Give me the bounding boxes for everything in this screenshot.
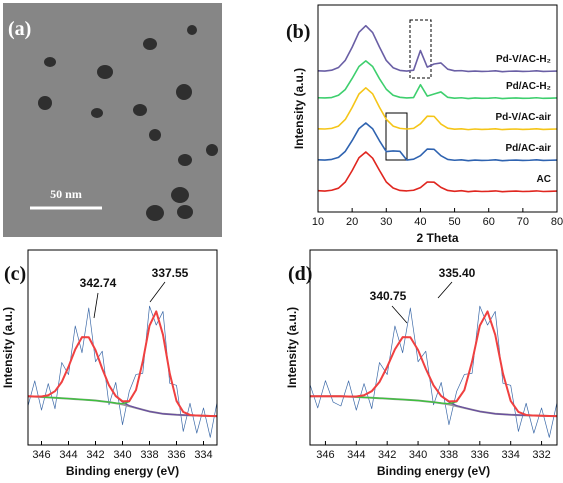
x-tick-label: 334	[194, 449, 212, 461]
x-tick-label: 346	[32, 449, 50, 461]
x-tick-label: 336	[471, 449, 489, 461]
scale-bar-label: 50 nm	[50, 187, 82, 201]
x-tick-label: 344	[347, 449, 365, 461]
series-line	[317, 24, 558, 73]
tem-image: (a) 50 nm	[3, 3, 222, 237]
particle	[176, 84, 192, 100]
particle	[146, 205, 164, 221]
particle	[171, 187, 189, 203]
panel-label: (b)	[286, 21, 310, 43]
x-tick-label: 340	[113, 449, 131, 461]
x-tick-label: 336	[167, 449, 185, 461]
highlight-box	[385, 112, 408, 161]
series-label: Pd-V/AC-air	[495, 112, 551, 123]
series-line	[309, 305, 558, 438]
x-axis-title: 2 Theta	[416, 231, 458, 245]
x-tick-label: 60	[483, 216, 495, 228]
x-tick-label: 40	[414, 216, 426, 228]
annotation-arrow	[391, 305, 408, 324]
series-line	[310, 310, 558, 417]
particle	[149, 129, 161, 141]
x-tick-label: 340	[409, 449, 427, 461]
particle	[177, 205, 193, 219]
annotation-arrow	[437, 281, 453, 299]
x-tick-label: 30	[380, 216, 392, 228]
annotation: 342.74	[80, 276, 117, 290]
x-tick-label: 20	[346, 216, 358, 228]
x-axis-title: Binding energy (eV)	[377, 464, 490, 478]
particle	[97, 65, 113, 79]
y-axis-title: Intensity (a.u.)	[1, 307, 15, 388]
particle	[206, 144, 218, 156]
x-axis-title: Binding energy (eV)	[66, 464, 179, 478]
x-tick-label: 342	[86, 449, 104, 461]
plot-frame	[309, 249, 558, 446]
panel-label: (a)	[8, 18, 31, 40]
series-line	[27, 305, 218, 438]
annotation-arrow	[93, 292, 99, 319]
x-tick-label: 334	[502, 449, 520, 461]
particle	[187, 25, 197, 35]
x-tick-label: 80	[551, 216, 563, 228]
tem-texture	[3, 3, 222, 237]
nanoparticles	[38, 25, 218, 221]
series-line	[317, 151, 558, 193]
highlight-box	[409, 19, 432, 79]
series-line	[317, 122, 558, 162]
particle	[91, 108, 103, 118]
x-tick-label: 10	[312, 216, 324, 228]
panel-label: (d)	[288, 263, 312, 285]
particle	[38, 96, 52, 110]
series-line	[310, 310, 558, 418]
series-label: Pd-V/AC-H₂	[496, 54, 551, 65]
annotation: 340.75	[370, 289, 407, 303]
y-axis-title: Intensity (a.u.)	[292, 68, 306, 149]
panel-label: (c)	[4, 263, 26, 285]
particle	[133, 104, 147, 116]
x-tick-label: 50	[448, 216, 460, 228]
x-tick-label: 70	[517, 216, 529, 228]
series-label: Pd/AC-H₂	[506, 81, 551, 92]
plot-frame	[317, 4, 558, 213]
particle	[178, 154, 192, 166]
series-label: Pd/AC-air	[505, 143, 551, 154]
x-tick-label: 346	[316, 449, 334, 461]
y-axis-title: Intensity (a.u.)	[285, 307, 299, 388]
annotation: 337.55	[152, 266, 189, 280]
particle	[44, 57, 56, 67]
x-tick-label: 344	[59, 449, 77, 461]
particle	[143, 38, 157, 50]
series-line	[317, 87, 558, 131]
x-tick-label: 338	[140, 449, 158, 461]
annotation-arrow	[149, 281, 166, 303]
x-tick-label: 338	[440, 449, 458, 461]
series-label: AC	[537, 174, 551, 185]
x-tick-label: 342	[378, 449, 396, 461]
annotation: 335.40	[439, 266, 476, 280]
series-line	[317, 60, 558, 100]
x-tick-label: 332	[532, 449, 550, 461]
series-line	[27, 310, 218, 418]
